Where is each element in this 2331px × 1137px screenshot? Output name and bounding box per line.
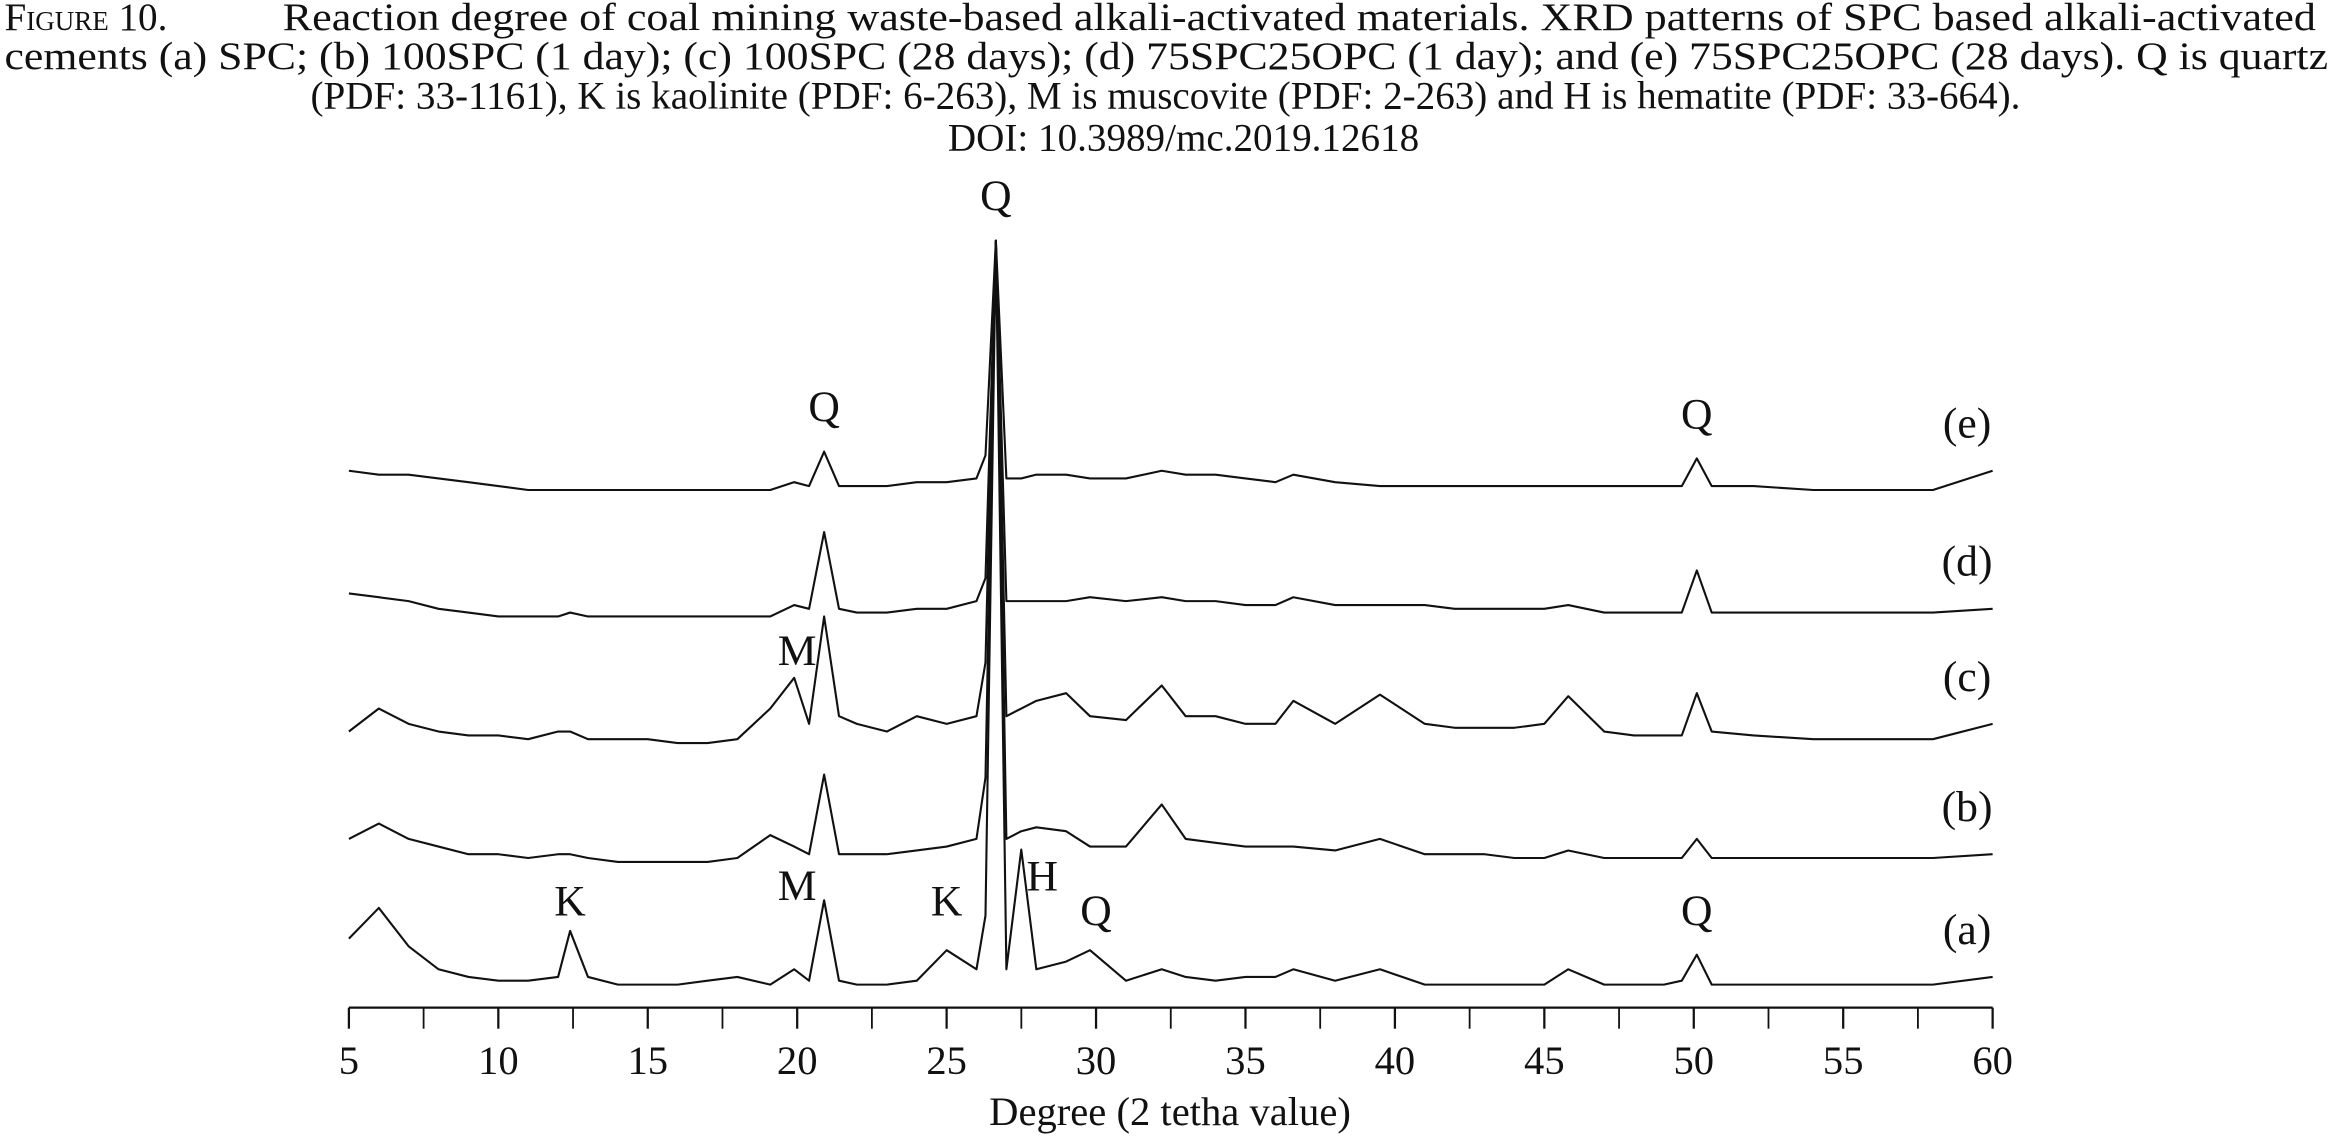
x-tick-label: 55 (1823, 1038, 1864, 1083)
caption-line: cements (a) SPC; (b) 100SPC (1 day); (c)… (5, 35, 2328, 78)
x-tick-label: 40 (1375, 1038, 1416, 1083)
x-tick-label: 30 (1076, 1038, 1117, 1083)
peak-label: K (931, 878, 963, 926)
peak-label: Q (1681, 887, 1712, 935)
series-label: (b) (1942, 783, 1993, 831)
peak-label: M (778, 862, 817, 910)
caption-label: Figure 10. (5, 0, 168, 39)
x-tick-label: 20 (777, 1038, 818, 1083)
xrd-pattern (348, 239, 1993, 745)
series-label: (c) (1943, 653, 1991, 701)
x-axis-label: Degree (2 tetha value) (989, 1089, 1351, 1134)
peak-label: Q (1681, 391, 1712, 439)
x-tick-label: 10 (478, 1038, 519, 1083)
x-tick-label: 15 (627, 1038, 668, 1083)
caption-line: Reaction degree of coal mining waste-bas… (283, 0, 2317, 39)
series-label: (e) (1943, 400, 1991, 448)
xrd-pattern (348, 239, 1993, 986)
caption-line: DOI: 10.3989/mc.2019.12618 (948, 116, 1419, 159)
xrd-pattern (348, 239, 1993, 863)
x-tick-label: 35 (1225, 1038, 1266, 1083)
xrd-pattern (348, 239, 1993, 618)
x-tick-label: 5 (339, 1038, 359, 1083)
peak-label: H (1027, 852, 1059, 900)
x-tick-label: 45 (1524, 1038, 1565, 1083)
x-tick-label: 60 (1972, 1038, 2013, 1083)
peak-label: Q (980, 172, 1012, 220)
x-tick-label: 25 (926, 1038, 967, 1083)
peak-label: K (554, 878, 586, 926)
caption-line: (PDF: 33-1161), K is kaolinite (PDF: 6-2… (311, 74, 2021, 117)
peak-label: M (778, 627, 817, 675)
x-tick-label: 50 (1673, 1038, 1714, 1083)
peak-label: Q (808, 383, 839, 431)
peak-label: Q (1080, 887, 1112, 935)
series-label: (a) (1943, 906, 1991, 954)
xrd-pattern (348, 239, 1993, 492)
series-label: (d) (1942, 538, 1993, 586)
